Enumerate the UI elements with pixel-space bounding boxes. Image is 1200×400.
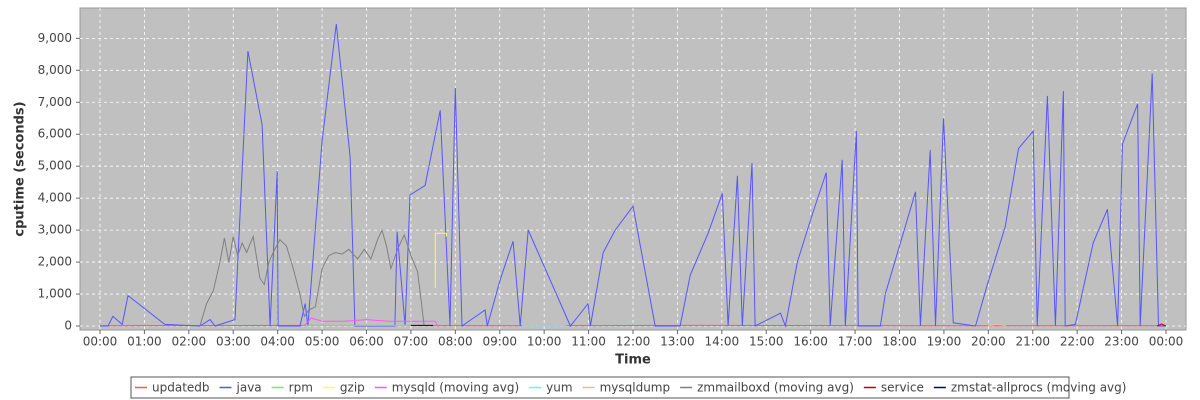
y-tick-label: 5,000	[38, 159, 72, 173]
legend-items: updatedb java rpm gzip mysqld (moving avg) yu…	[135, 381, 1126, 395]
x-tick-label: 20:00	[971, 335, 1006, 349]
grid	[80, 8, 1186, 330]
x-tick-label: 03:00	[216, 335, 251, 349]
x-tick-label: 00:00	[1149, 335, 1184, 349]
x-axis-title: Time	[615, 353, 651, 368]
legend-label: zmstat-allprocs (moving avg)	[951, 381, 1127, 395]
x-tick-label: 16:00	[793, 335, 828, 349]
x-tick-label: 19:00	[927, 335, 962, 349]
y-tick-label: 1,000	[38, 287, 72, 301]
legend-label: rpm	[289, 381, 313, 395]
legend	[130, 376, 1070, 399]
series-line	[199, 228, 425, 327]
x-tick-label: 11:00	[571, 335, 606, 349]
x-tick-label: 07:00	[394, 335, 429, 349]
series-line	[434, 232, 447, 288]
legend-label: mysqldump	[600, 381, 671, 395]
x-tick-label: 08:00	[438, 335, 473, 349]
x-tick-label: 02:00	[172, 335, 207, 349]
x-tick-label: 23:00	[1104, 335, 1139, 349]
legend-label: mysqld (moving avg)	[392, 381, 519, 395]
legend-label: zmmailboxd (moving avg)	[697, 381, 854, 395]
y-tick-label: 8,000	[38, 63, 72, 77]
legend-label: yum	[546, 381, 572, 395]
x-tick-label: 06:00	[349, 335, 384, 349]
y-tick-label: 9,000	[38, 31, 72, 45]
y-tick-label: 0	[64, 319, 72, 333]
x-tick-label: 14:00	[705, 335, 740, 349]
x-tick-label: 10:00	[527, 335, 562, 349]
y-axis-title: cputime (seconds)	[13, 101, 28, 236]
legend-label: gzip	[340, 381, 365, 395]
x-tick-label: 21:00	[1015, 335, 1050, 349]
x-tick-label: 13:00	[660, 335, 695, 349]
x-tick-label: 01:00	[127, 335, 162, 349]
x-tick-label: 04:00	[260, 335, 295, 349]
legend-label: updatedb	[152, 381, 210, 395]
y-tick-label: 3,000	[38, 223, 72, 237]
y-tick-label: 7,000	[38, 95, 72, 109]
legend-label: java	[236, 381, 262, 395]
x-tick-label: 12:00	[616, 335, 651, 349]
series-line	[1156, 323, 1167, 327]
y-tick-label: 6,000	[38, 127, 72, 141]
x-tick-label: 05:00	[305, 335, 340, 349]
series-line	[303, 317, 439, 327]
x-tick-label: 00:00	[83, 335, 118, 349]
x-tick-label: 17:00	[838, 335, 873, 349]
y-tick-label: 2,000	[38, 255, 72, 269]
x-tick-label: 22:00	[1060, 335, 1095, 349]
y-tick-label: 4,000	[38, 191, 72, 205]
series-line	[100, 23, 1166, 328]
x-tick-label: 18:00	[882, 335, 917, 349]
lines	[99, 23, 1167, 328]
x-tick-label: 15:00	[749, 335, 784, 349]
x-tick-label: 09:00	[482, 335, 517, 349]
series-line	[988, 323, 1007, 327]
legend-label: service	[881, 381, 924, 395]
